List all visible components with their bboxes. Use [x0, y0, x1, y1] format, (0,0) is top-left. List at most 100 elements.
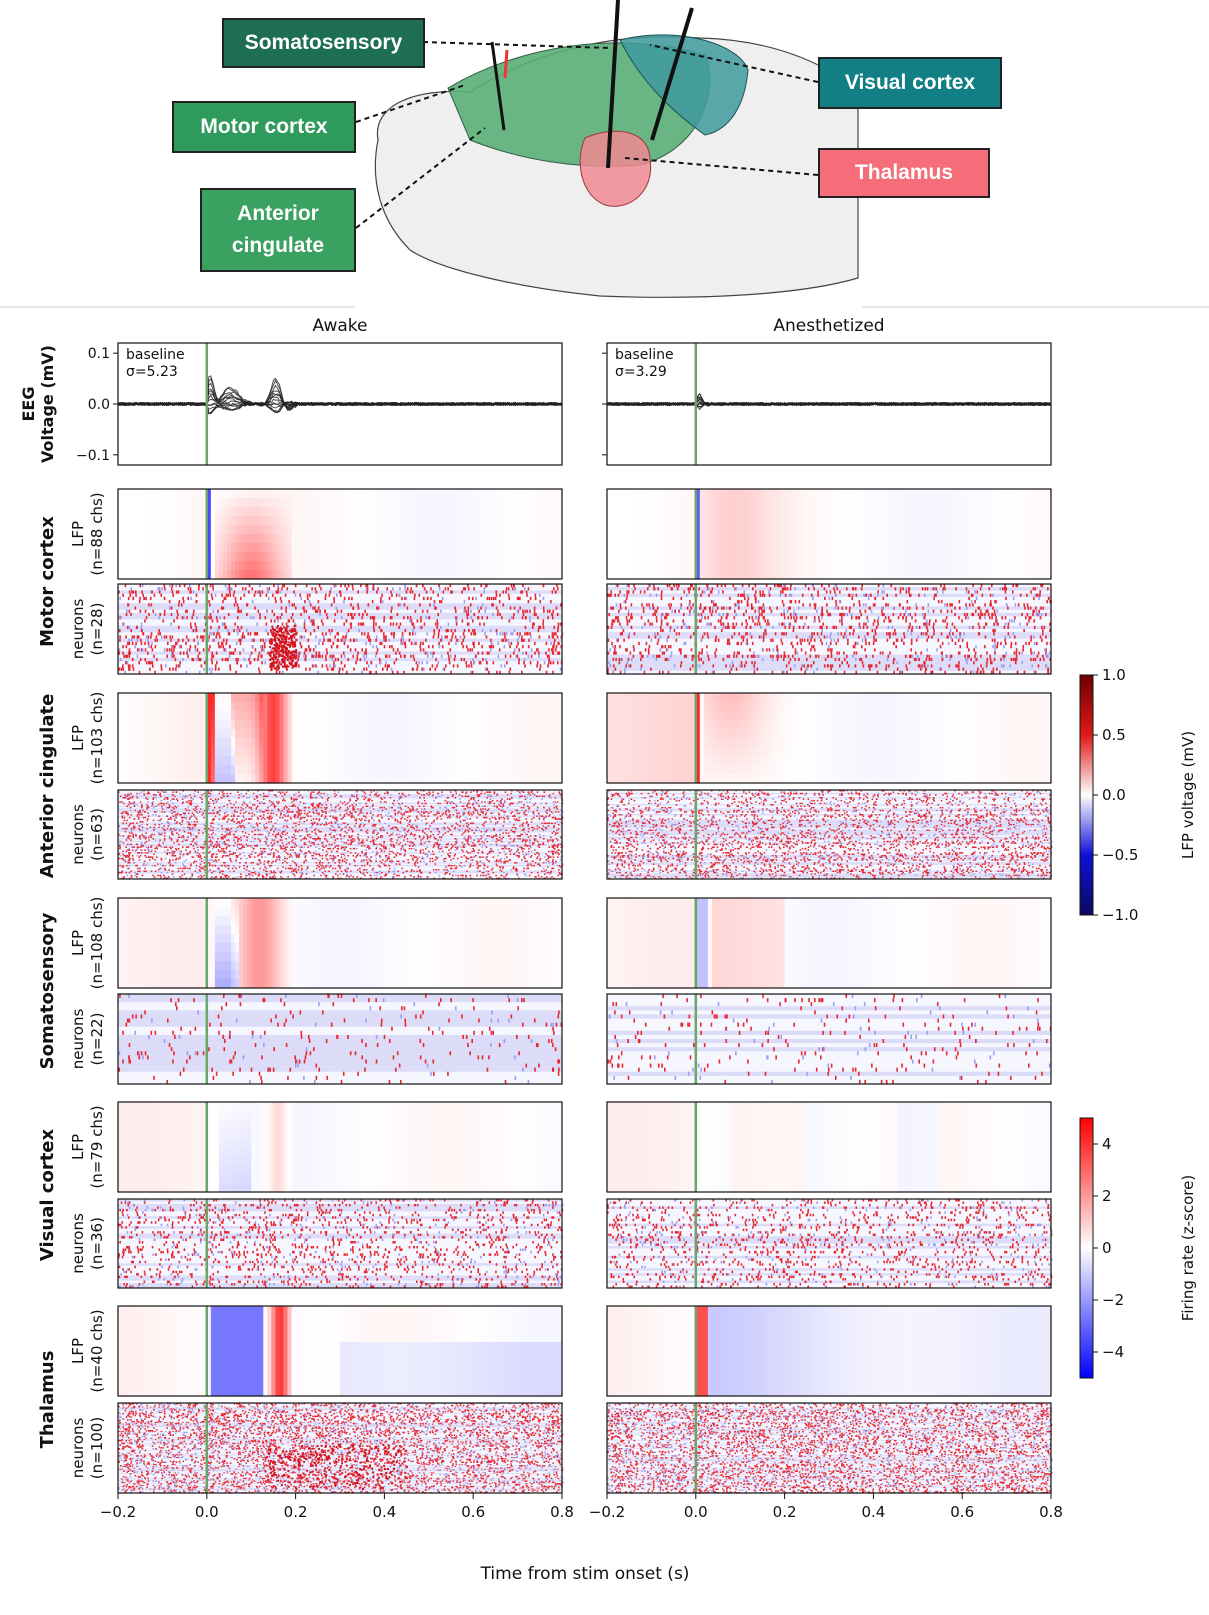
- spike: [423, 587, 426, 591]
- lfp-cell: [861, 534, 866, 544]
- spike: [314, 587, 317, 591]
- lfp-cell: [251, 507, 256, 517]
- spike: [1011, 619, 1013, 623]
- lfp-cell: [275, 534, 281, 544]
- lfp-cell: [711, 534, 717, 544]
- burst-spike: [278, 666, 281, 669]
- spike: [853, 629, 855, 633]
- spike: [395, 651, 397, 655]
- burst-spike: [270, 641, 273, 644]
- spike: [373, 619, 375, 623]
- spike: [379, 661, 382, 665]
- spike: [720, 616, 723, 620]
- lfp-cell: [356, 561, 361, 571]
- lfp-cell: [275, 543, 281, 553]
- spike: [150, 590, 152, 594]
- lfp-cell: [545, 525, 551, 535]
- spike: [210, 670, 213, 674]
- lfp-cell: [150, 561, 155, 571]
- spike: [465, 645, 468, 649]
- lfp-cell: [829, 534, 834, 544]
- lfp-cell: [695, 516, 701, 526]
- lfp-cell: [942, 507, 947, 517]
- spike: [419, 625, 421, 629]
- spike: [249, 632, 252, 636]
- spike: [673, 584, 675, 588]
- spike: [128, 641, 131, 646]
- spike: [154, 670, 156, 674]
- lfp-cell: [178, 498, 184, 508]
- spike: [524, 616, 527, 620]
- burst-spike: [295, 631, 298, 634]
- spike: [933, 629, 935, 633]
- spike: [501, 632, 504, 636]
- spike: [821, 616, 823, 620]
- spike: [317, 625, 320, 629]
- spike: [464, 606, 466, 610]
- spike: [300, 596, 302, 601]
- spike: [432, 603, 435, 607]
- spike: [937, 600, 940, 604]
- lfp-cell: [331, 543, 337, 553]
- lfp-cell: [146, 489, 151, 499]
- label-anterior-cingulate: Anterior cingulate: [200, 188, 356, 272]
- lfp-cell: [485, 552, 490, 562]
- spike: [437, 593, 439, 597]
- spike: [177, 590, 180, 594]
- spike: [320, 619, 323, 623]
- spike: [134, 606, 137, 610]
- lfp-cell: [796, 507, 802, 517]
- burst-spike: [293, 645, 296, 648]
- spike: [172, 645, 174, 649]
- spike: [191, 657, 194, 662]
- lfp-cell: [553, 552, 559, 562]
- lfp-cell: [465, 552, 470, 562]
- lfp-cell: [231, 534, 236, 544]
- spike: [221, 622, 224, 626]
- spike: [451, 635, 453, 639]
- spike: [522, 645, 524, 649]
- lfp-cell: [768, 498, 774, 508]
- lfp-cell: [1018, 534, 1024, 544]
- lfp-cell: [849, 552, 854, 562]
- lfp-cell: [760, 525, 766, 535]
- lfp-cell: [833, 525, 838, 535]
- lfp-cell: [279, 516, 285, 526]
- spike: [157, 587, 160, 591]
- spike: [329, 638, 332, 642]
- spike: [625, 616, 628, 620]
- lfp-cell: [138, 561, 143, 571]
- lfp-cell: [291, 552, 297, 562]
- spike: [343, 654, 346, 658]
- spike: [502, 590, 505, 594]
- lfp-cell: [776, 489, 782, 499]
- lfp-cell: [352, 561, 357, 571]
- spike: [970, 593, 973, 597]
- lfp-cell: [247, 507, 252, 517]
- spike: [993, 622, 995, 626]
- spike: [382, 667, 384, 671]
- spike: [644, 622, 646, 626]
- spike: [195, 629, 198, 633]
- spike: [888, 619, 891, 623]
- spike: [208, 632, 211, 636]
- spike: [356, 654, 359, 658]
- lfp-cell: [271, 498, 277, 508]
- lfp-cell: [529, 498, 535, 508]
- lfp-cell: [122, 516, 127, 526]
- lfp-cell: [986, 561, 992, 571]
- spike: [433, 632, 436, 636]
- spike: [343, 596, 346, 601]
- spike: [169, 635, 171, 639]
- lfp-cell: [477, 570, 482, 580]
- spike: [361, 622, 364, 626]
- spike: [627, 590, 630, 594]
- spike: [170, 648, 173, 652]
- spike: [386, 664, 389, 668]
- spike: [258, 667, 260, 671]
- lfp-cell: [647, 561, 652, 571]
- lfp-cell: [885, 561, 891, 571]
- lfp-cell: [873, 507, 879, 517]
- lfp-cell: [186, 534, 192, 544]
- spike: [363, 667, 365, 671]
